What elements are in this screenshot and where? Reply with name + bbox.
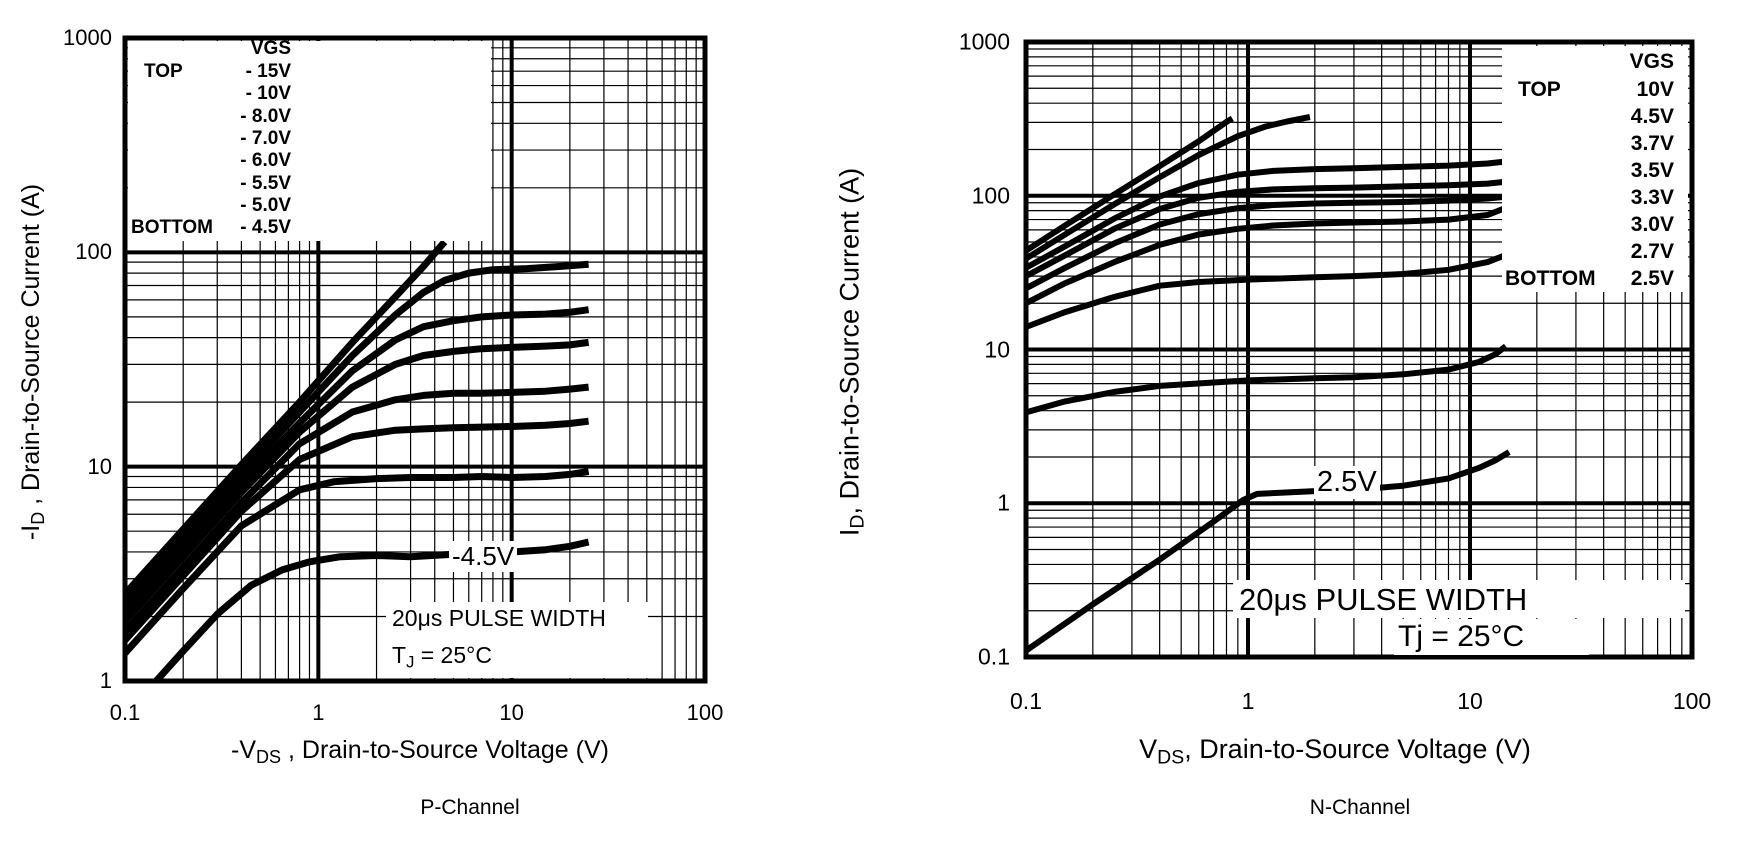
curve-vgs--10V [122,260,589,606]
n-temperature-note: Tj = 25°C [1398,620,1525,653]
y-tick-label: 100 [971,182,1010,209]
legend-entry: 3.3V [1630,186,1674,209]
curve-vgs--15V [122,239,448,597]
y-tick-label: 10 [984,336,1010,362]
p-temperature-note: TJ = 25°C [392,642,492,672]
legend-entry: - 7.0V [240,127,291,149]
curve-vgs--5.5V [122,417,590,643]
n-annotation-strip-2 [1394,619,1589,655]
y-tick-label: 1000 [63,25,112,50]
x-tick-label: 10 [499,700,524,725]
p-pulse-width-note: 20μs PULSE WIDTH [392,605,606,631]
n-legend-bottom-label: BOTTOM [1505,267,1596,290]
y-tick-label: 10 [87,453,112,479]
curve-vgs-3.5V [1024,176,1517,279]
curve-vgs--5.0V [122,467,590,656]
curve-vgs-3.0V [1024,198,1518,306]
curve-vgs-unlabeled [1025,343,1508,416]
legend-entry: 4.5V [1630,105,1674,128]
n-pulse-width-note: 20μs PULSE WIDTH [1239,582,1528,617]
curve-vgs-3.7V [1024,156,1517,271]
p-legend-bottom-label: BOTTOM [131,217,213,238]
curve-vgs--8.0V [122,306,590,615]
y-tick-label: 0.1 [978,643,1010,670]
n-y-axis-title: ID, Drain-to-Source Current (A) [834,167,869,537]
curve-vgs-3.3V [1024,192,1516,291]
legend-entry: - 5.5V [240,172,291,194]
y-tick-label: 1 [99,668,112,693]
curve-vgs-2.7V [1024,247,1517,330]
legend-entry: 2.7V [1630,240,1674,263]
legend-entry: 3.7V [1630,132,1674,155]
n-legend-top-label: TOP [1518,78,1561,101]
legend-entry: 10V [1636,78,1674,101]
legend-entry: - 8.0V [240,105,291,127]
n-curve-inline-label: 2.5V [1314,466,1380,499]
legend-entry: 3.0V [1630,213,1674,236]
legend-entry: 2.5V [1630,267,1674,290]
p-x-axis-title: -VDS , Drain-to-Source Voltage (V) [231,736,609,768]
legend-entry: 3.5V [1630,159,1674,182]
legend-entry: - 4.5V [240,217,291,239]
curve-vgs--6.0V [122,383,589,634]
y-tick-label: 1 [997,489,1010,516]
plot-border-1 [1023,39,1695,660]
curve-vgs--4.5V [153,538,590,684]
n-legend-header: VGS [1629,50,1674,73]
n-annotation-strip-1 [1233,580,1685,618]
p-legend-box [128,41,491,241]
n-x-axis-title: VDS, Drain-to-Source Voltage (V) [1139,734,1531,769]
legend-entry: - 10V [245,83,291,105]
plot-border-0 [122,35,708,684]
y-tick-label: 1000 [958,28,1010,55]
y-tick-label: 100 [75,239,112,265]
x-tick-label: 1 [312,700,325,725]
legend-entry: - 6.0V [240,150,291,172]
p-channel-caption: P-Channel [420,796,520,819]
curve-vgs--7.0V [122,338,590,624]
x-tick-label: 0.1 [109,700,141,725]
n-channel-caption: N-Channel [1309,796,1411,819]
legend-entry: - 5.0V [240,194,291,216]
p-curve-inline-label: -4.5V [449,541,518,572]
curve-vgs-10V [1024,115,1234,254]
x-tick-label: 100 [686,700,724,725]
x-tick-label: 1 [1241,688,1255,714]
curve-vgs-4.5V [1024,114,1311,262]
x-tick-label: 100 [1672,688,1712,714]
p-annotation-box [386,602,648,678]
x-tick-label: 0.1 [1010,688,1042,714]
p-legend-header: VGS [250,38,291,59]
n-legend-box [1502,46,1688,292]
p-legend-top-label: TOP [144,61,183,82]
legend-entry: - 15V [245,61,291,82]
x-tick-label: 10 [1457,688,1483,714]
